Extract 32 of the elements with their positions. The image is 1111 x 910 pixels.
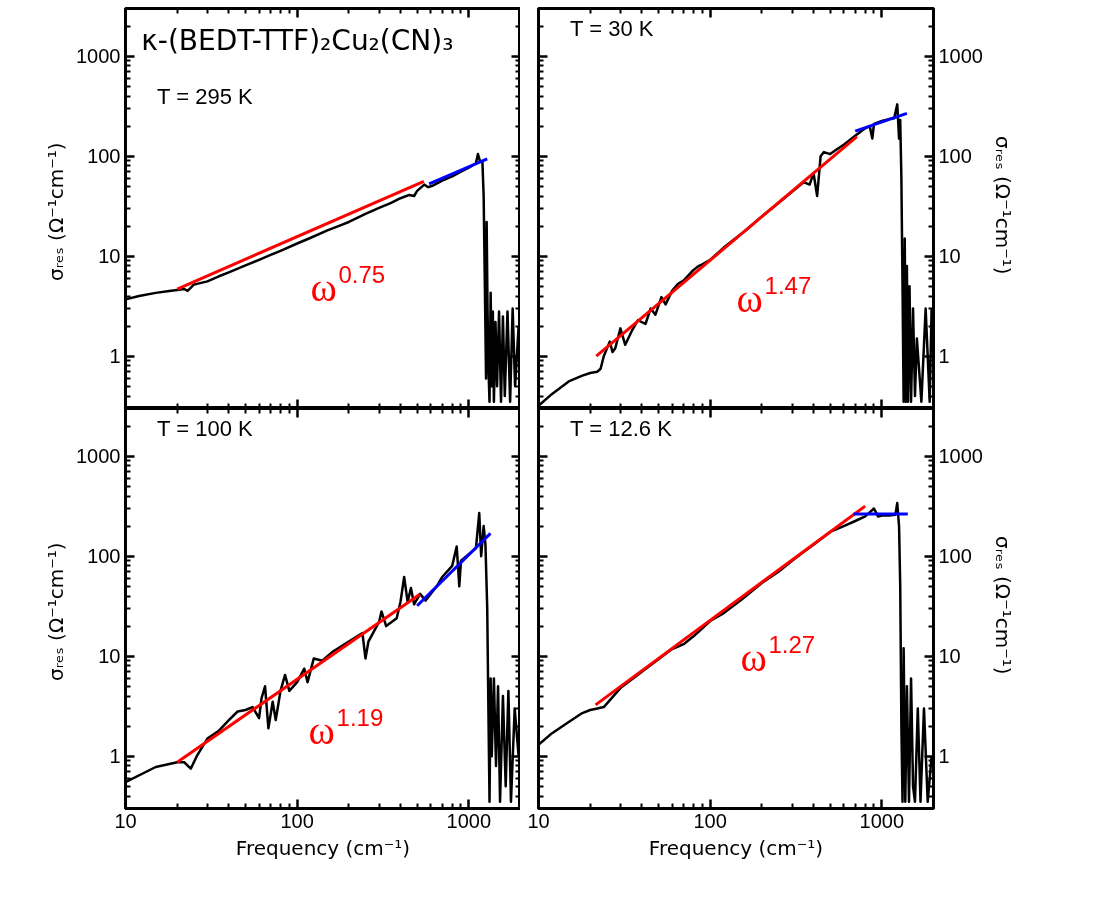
x-tick-label: 10: [527, 809, 550, 832]
x-tick-label: 1000: [446, 809, 492, 832]
x-axis-title: Frequency (cm⁻¹): [648, 835, 824, 860]
y-tick-label: 100: [87, 545, 121, 568]
x-axis-title: Frequency (cm⁻¹): [235, 835, 411, 860]
y-tick-label: 1000: [938, 45, 983, 68]
y-tick-label: 1: [938, 745, 950, 768]
x-tick-label: 100: [693, 809, 727, 832]
y-axis-title: σᵣₑₛ (Ω⁻¹cm⁻¹): [990, 536, 1015, 675]
y-tick-label: 10: [938, 245, 961, 268]
y-tick-label: 10: [938, 645, 961, 668]
y-tick-label: 10: [98, 645, 121, 668]
y-tick-label: 1: [109, 345, 121, 368]
text: κ-(BEDT-TTF)₂Cu₂(CN)₃: [141, 23, 454, 57]
x-tick-label: 100: [280, 809, 314, 832]
chart-subtitle: T = 100 K: [157, 415, 254, 441]
text: T = 295 K: [157, 83, 254, 109]
x-tick-label: 1000: [859, 809, 905, 832]
y-tick-label: 1: [938, 345, 950, 368]
y-axis-title: σᵣₑₛ (Ω⁻¹cm⁻¹): [990, 136, 1015, 275]
chart-subtitle: T = 12.6 K: [570, 415, 673, 441]
y-tick-label: 1000: [76, 45, 121, 68]
y-tick-label: 10: [98, 245, 121, 268]
y-axis-title: σᵣₑₛ (Ω⁻¹cm⁻¹): [44, 542, 69, 681]
y-tick-label: 1000: [938, 445, 983, 468]
y-tick-label: 100: [938, 545, 972, 568]
y-tick-label: 100: [938, 145, 972, 168]
chart-subtitle: T = 30 K: [570, 15, 654, 41]
y-tick-label: 100: [87, 145, 121, 168]
y-tick-label: 1: [109, 745, 121, 768]
y-axis-title: σᵣₑₛ (Ω⁻¹cm⁻¹): [44, 142, 69, 281]
y-tick-label: 1000: [76, 445, 121, 468]
